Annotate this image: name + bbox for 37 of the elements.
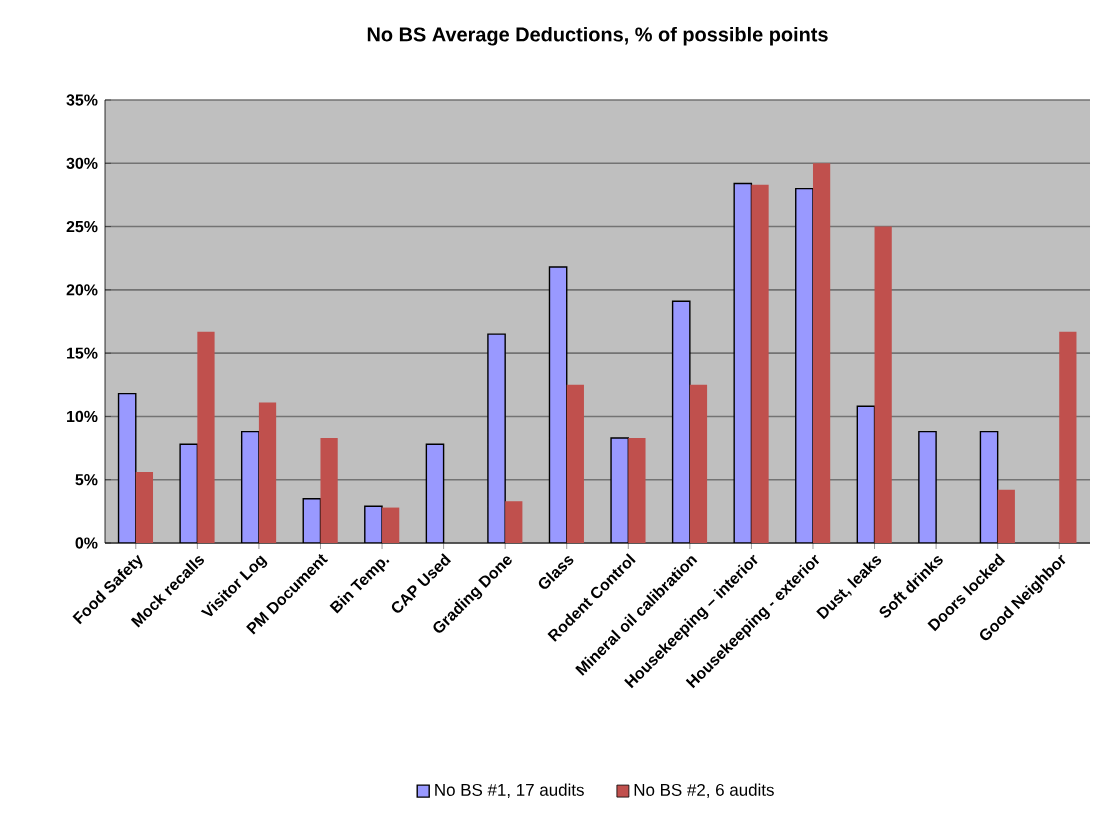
- bar: [548, 266, 568, 543]
- bar: [425, 443, 445, 543]
- bar: [566, 384, 584, 543]
- bar: [258, 402, 277, 543]
- bar: [751, 184, 769, 543]
- bar: [874, 226, 892, 543]
- y-tick-label: 35%: [66, 94, 98, 106]
- bar: [135, 472, 154, 543]
- bar: [197, 331, 215, 543]
- y-tick-label: 0%: [75, 537, 98, 549]
- bar: [117, 392, 137, 543]
- bar: [610, 437, 629, 543]
- bar: [240, 430, 260, 543]
- bar: [671, 300, 691, 543]
- legend-label: No BS #2, 6 audits: [634, 783, 774, 798]
- bar: [997, 489, 1015, 543]
- bar: [179, 443, 199, 543]
- bar: [505, 501, 523, 543]
- bar: [1059, 331, 1077, 543]
- bar: [302, 498, 322, 543]
- bar: [795, 187, 814, 543]
- y-tick-label: 20%: [66, 284, 98, 296]
- bar: [856, 405, 876, 543]
- bar: [628, 437, 646, 543]
- y-tick-label: 10%: [67, 410, 98, 423]
- legend-label: No BS #1, 17 audits: [435, 783, 584, 798]
- y-tick-label: 15%: [67, 347, 98, 359]
- bar: [320, 437, 338, 543]
- bar: [979, 430, 999, 543]
- y-tick-label: 30%: [66, 157, 98, 169]
- bar: [733, 182, 753, 543]
- y-tick-label: 25%: [66, 220, 98, 233]
- chart-title: No BS Average Deductions, % of possible points: [367, 26, 828, 46]
- bar: [382, 507, 400, 543]
- bar: [689, 384, 708, 543]
- bar: [812, 163, 831, 543]
- y-tick-label: 5%: [75, 474, 98, 486]
